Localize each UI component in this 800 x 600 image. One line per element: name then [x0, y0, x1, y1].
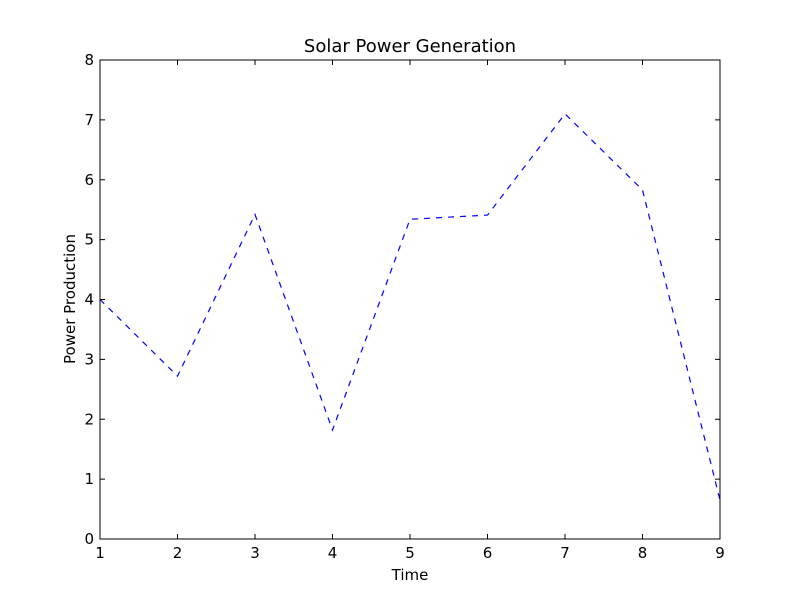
- y-tick-label: 3: [84, 350, 94, 368]
- y-axis-label: Power Production: [61, 234, 79, 364]
- y-tick-label: 1: [84, 470, 94, 488]
- x-tick-label: 6: [483, 544, 493, 562]
- x-tick-label: 5: [405, 544, 415, 562]
- y-tick-label: 5: [84, 231, 94, 249]
- x-tick-label: 8: [638, 544, 648, 562]
- plot-frame: [99, 59, 721, 540]
- x-tick-label: 9: [715, 544, 725, 562]
- chart-title: Solar Power Generation: [304, 36, 516, 57]
- y-tick-label: 0: [84, 530, 94, 548]
- x-tick-label: 7: [560, 544, 570, 562]
- x-tick-label: 2: [173, 544, 183, 562]
- y-tick-label: 8: [84, 51, 94, 69]
- y-tick-label: 2: [84, 410, 94, 428]
- x-tick-label: 1: [95, 544, 105, 562]
- y-tick-label: 7: [84, 111, 94, 129]
- series-layer: [99, 112, 721, 501]
- y-tick-label: 4: [84, 291, 94, 309]
- y-tick-label: 6: [84, 171, 94, 189]
- x-tick-label: 4: [328, 544, 338, 562]
- series-line-0: [99, 112, 721, 501]
- x-axis-label: Time: [391, 566, 429, 584]
- x-tick-label: 3: [250, 544, 260, 562]
